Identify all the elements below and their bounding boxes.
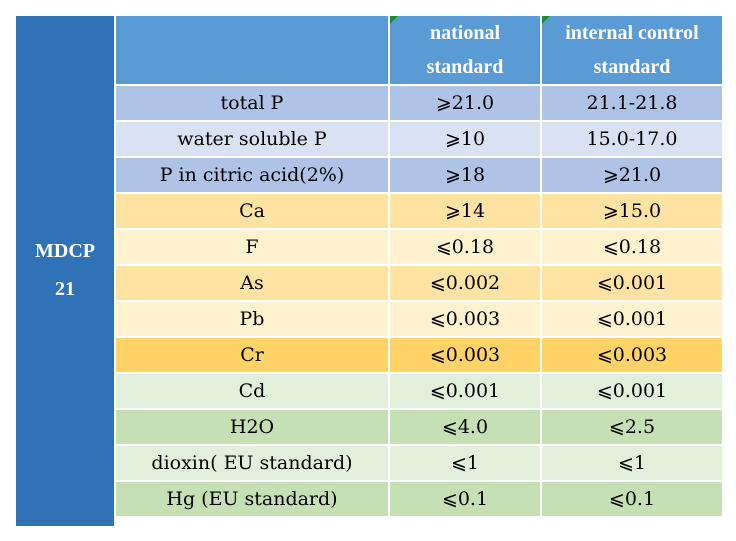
- internal-standard-cell: ⩽0.003: [542, 338, 722, 372]
- item-cell: Ca: [116, 194, 388, 228]
- national-standard-cell: ⩾14: [390, 194, 540, 228]
- internal-standard-cell: ⩽0.1: [542, 482, 722, 516]
- header-item-cell: [116, 16, 388, 84]
- product-grade: 21: [55, 278, 75, 300]
- national-standard-cell: ⩽0.18: [390, 230, 540, 264]
- header-internal-line2: standard: [593, 56, 671, 78]
- item-cell: Cd: [116, 374, 388, 408]
- header-national-standard: national standard: [390, 16, 540, 84]
- product-name: MDCP: [35, 240, 95, 262]
- header-internal-line1: internal control: [565, 22, 699, 44]
- item-cell: Hg (EU standard): [116, 482, 388, 516]
- item-cell: H2O: [116, 410, 388, 444]
- internal-standard-cell: 15.0-17.0: [542, 122, 722, 156]
- national-standard-cell: ⩽1: [390, 446, 540, 480]
- internal-standard-cell: ⩽0.001: [542, 266, 722, 300]
- national-standard-cell: ⩾21.0: [390, 86, 540, 120]
- product-column: [16, 16, 114, 526]
- national-standard-cell: ⩽0.003: [390, 338, 540, 372]
- comment-marker-icon: [390, 16, 398, 24]
- product-label: MDCP 21: [16, 232, 114, 312]
- internal-standard-cell: ⩽2.5: [542, 410, 722, 444]
- item-cell: F: [116, 230, 388, 264]
- item-cell: total P: [116, 86, 388, 120]
- national-standard-cell: ⩽0.003: [390, 302, 540, 336]
- item-cell: dioxin( EU standard): [116, 446, 388, 480]
- internal-standard-cell: 21.1-21.8: [542, 86, 722, 120]
- internal-standard-cell: ⩽1: [542, 446, 722, 480]
- header-internal-standard: internal control standard: [542, 16, 722, 84]
- item-cell: As: [116, 266, 388, 300]
- header-national-line1: national: [429, 22, 501, 44]
- internal-standard-cell: ⩽0.001: [542, 374, 722, 408]
- national-standard-cell: ⩽0.1: [390, 482, 540, 516]
- column-divider: [388, 16, 390, 526]
- column-divider: [540, 16, 542, 526]
- internal-standard-cell: ⩾21.0: [542, 158, 722, 192]
- national-standard-cell: ⩽0.001: [390, 374, 540, 408]
- national-standard-cell: ⩽0.002: [390, 266, 540, 300]
- internal-standard-cell: ⩽0.18: [542, 230, 722, 264]
- internal-standard-cell: ⩾15.0: [542, 194, 722, 228]
- item-cell: water soluble P: [116, 122, 388, 156]
- item-cell: P in citric acid(2%): [116, 158, 388, 192]
- national-standard-cell: ⩾18: [390, 158, 540, 192]
- comment-marker-icon: [542, 16, 550, 24]
- header-national-line2: standard: [426, 56, 504, 78]
- national-standard-cell: ⩽4.0: [390, 410, 540, 444]
- national-standard-cell: ⩾10: [390, 122, 540, 156]
- item-cell: Cr: [116, 338, 388, 372]
- internal-standard-cell: ⩽0.001: [542, 302, 722, 336]
- item-cell: Pb: [116, 302, 388, 336]
